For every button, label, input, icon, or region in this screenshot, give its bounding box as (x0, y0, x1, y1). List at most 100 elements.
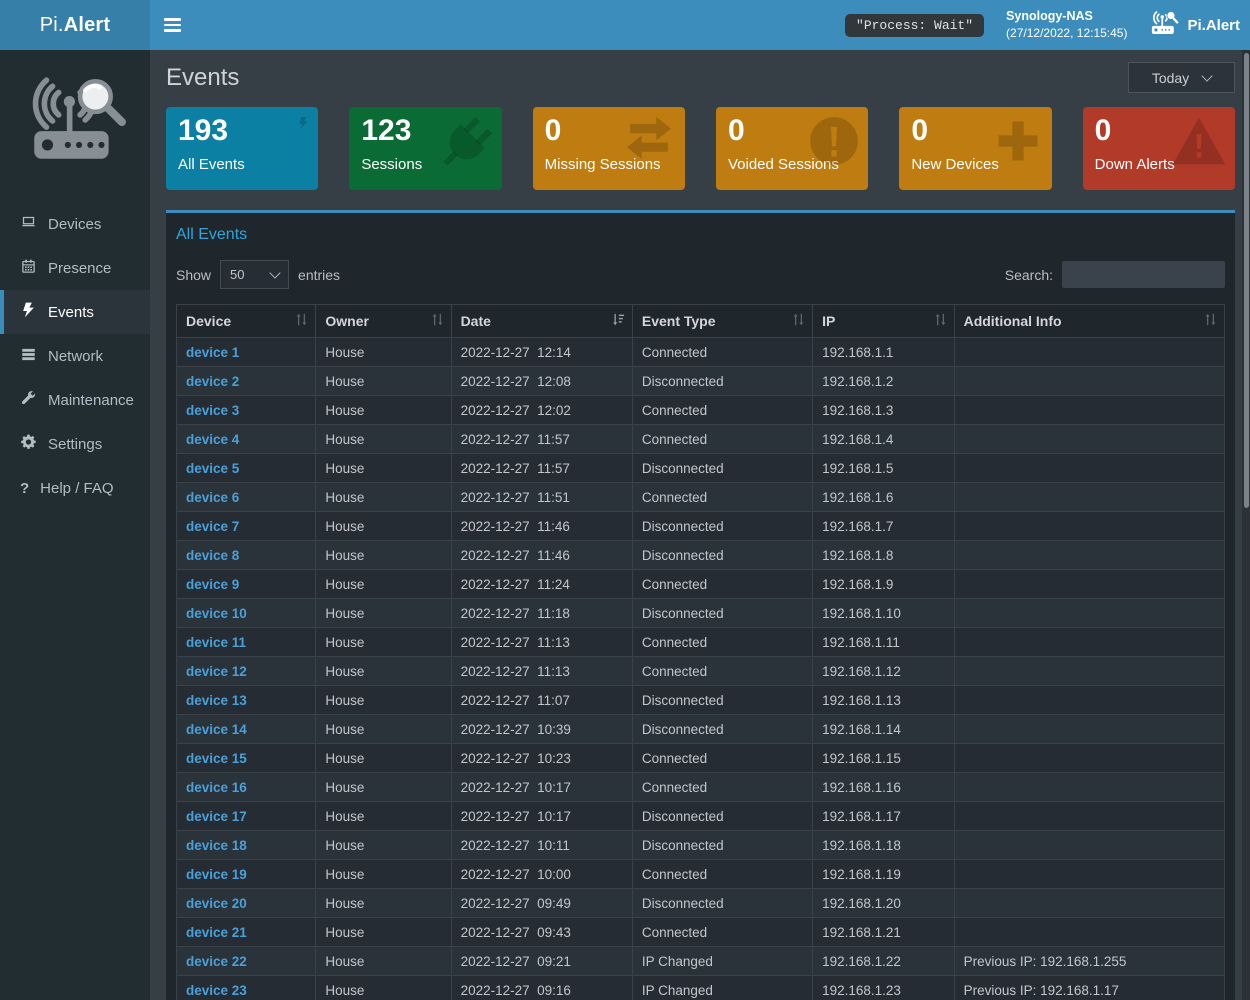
device-link[interactable]: device 2 (186, 373, 240, 389)
column-header-additional-info[interactable]: Additional Info (953, 304, 1226, 338)
cell-ip: 192.168.1.13 (812, 685, 955, 715)
device-link[interactable]: device 15 (186, 750, 247, 766)
laptop-icon (20, 215, 37, 234)
device-menu[interactable]: Pi.Alert (1149, 9, 1240, 42)
sidebar-item-settings[interactable]: Settings (0, 422, 150, 466)
cell-ip: 192.168.1.10 (812, 598, 955, 628)
cell-date: 2022-12-27 10:17 (450, 801, 633, 831)
cell-owner: House (315, 366, 452, 396)
table-row: device 2 House 2022-12-27 12:08 Disconnecte… (175, 366, 1226, 396)
stat-card-missing-sessions[interactable]: 0 Missing Sessions (532, 107, 685, 190)
table-row: device 14 House 2022-12-27 10:39 Disconnect… (175, 714, 1226, 744)
page-scrollbar (1242, 50, 1250, 1000)
events-table: Device Owner Date Event Type IP Additional In… (175, 304, 1226, 1000)
cell-date: 2022-12-27 10:17 (450, 772, 633, 802)
device-link[interactable]: device 7 (186, 518, 240, 534)
sidebar-item-events[interactable]: Events (0, 290, 150, 334)
period-select[interactable]: Today (1128, 62, 1235, 93)
sort-icon (431, 313, 444, 329)
column-header-event-type[interactable]: Event Type (631, 304, 814, 338)
app-logo[interactable]: Pi. Alert (0, 0, 150, 50)
device-link[interactable]: device 5 (186, 460, 240, 476)
cell-additional-info (953, 685, 1226, 715)
device-link[interactable]: device 12 (186, 663, 247, 679)
events-panel: All Events Show 50 entries Search: Devic… (166, 210, 1235, 1000)
plus-icon (992, 115, 1044, 172)
sort-icon (295, 313, 308, 329)
device-link[interactable]: device 23 (186, 982, 247, 998)
page-length-select[interactable]: 50 (220, 260, 290, 289)
device-link[interactable]: device 4 (186, 431, 240, 447)
cell-ip: 192.168.1.3 (812, 395, 955, 425)
cell-ip: 192.168.1.16 (812, 772, 955, 802)
sort-icon (1204, 313, 1217, 329)
cell-date: 2022-12-27 11:51 (450, 482, 633, 512)
search-input[interactable] (1062, 261, 1225, 288)
cell-additional-info (953, 569, 1226, 599)
cell-date: 2022-12-27 11:24 (450, 569, 633, 599)
cell-event-type: Disconnected (631, 453, 814, 483)
cell-device: device 5 (175, 453, 317, 483)
sidebar-item-maintenance[interactable]: Maintenance (0, 378, 150, 422)
brand-prefix: Pi. (39, 13, 64, 36)
stat-card-new-devices[interactable]: 0 New Devices (899, 107, 1052, 190)
sidebar-item-label: Devices (48, 215, 102, 233)
device-link[interactable]: device 11 (186, 634, 247, 650)
cell-additional-info (953, 540, 1226, 570)
sidebar-item-help-faq[interactable]: ? Help / FAQ (0, 466, 150, 510)
cell-date: 2022-12-27 11:57 (450, 453, 633, 483)
search-label: Search: (1004, 266, 1053, 283)
cell-owner: House (315, 482, 452, 512)
column-header-owner[interactable]: Owner (315, 304, 452, 338)
stat-card-sessions[interactable]: 123 Sessions (349, 107, 502, 190)
period-value: Today (1151, 69, 1190, 86)
column-header-device[interactable]: Device (175, 304, 317, 338)
device-link[interactable]: device 13 (186, 692, 247, 708)
sidebar-toggle-icon[interactable] (150, 0, 195, 50)
column-header-date[interactable]: Date (450, 304, 633, 338)
device-link[interactable]: device 9 (186, 576, 240, 592)
process-status-badge: "Process: Wait" (845, 13, 985, 37)
device-link[interactable]: device 6 (186, 489, 240, 505)
device-link[interactable]: device 10 (186, 605, 247, 621)
cell-date: 2022-12-27 11:18 (450, 598, 633, 628)
device-link[interactable]: device 8 (186, 547, 240, 563)
cell-owner: House (315, 685, 452, 715)
cell-event-type: Connected (631, 627, 814, 657)
cell-owner: House (315, 511, 452, 541)
sidebar-item-presence[interactable]: Presence (0, 246, 150, 290)
stat-card-down-alerts[interactable]: 0 Down Alerts (1082, 107, 1235, 190)
cell-device: device 17 (175, 801, 317, 831)
sidebar-item-devices[interactable]: Devices (0, 202, 150, 246)
stat-card-all-events[interactable]: 193 All Events (166, 107, 319, 190)
panel-title: All Events (176, 226, 248, 243)
column-header-ip[interactable]: IP (812, 304, 955, 338)
stat-cards: 193 All Events 123 Sessions 0 Missing Session… (166, 107, 1235, 190)
cell-additional-info (953, 772, 1226, 802)
device-link[interactable]: device 16 (186, 779, 247, 795)
device-link[interactable]: device 17 (186, 808, 247, 824)
cell-event-type: Connected (631, 917, 814, 947)
device-link[interactable]: device 18 (186, 837, 247, 853)
device-link[interactable]: device 14 (186, 721, 247, 737)
cell-device: device 15 (175, 743, 317, 773)
cell-additional-info: Previous IP: 192.168.1.255 (953, 946, 1226, 976)
cell-owner: House (315, 424, 452, 454)
cell-date: 2022-12-27 12:08 (450, 366, 633, 396)
scrollbar-thumb[interactable] (1243, 53, 1249, 508)
cell-event-type: IP Changed (631, 946, 814, 976)
table-row: device 10 House 2022-12-27 11:18 Disconnect… (175, 598, 1226, 628)
device-link[interactable]: device 1 (186, 344, 240, 360)
device-link[interactable]: device 22 (186, 953, 247, 969)
cell-additional-info (953, 801, 1226, 831)
device-link[interactable]: device 3 (186, 402, 240, 418)
device-link[interactable]: device 20 (186, 895, 247, 911)
table-row: device 9 House 2022-12-27 11:24 Connected 19… (175, 569, 1226, 599)
device-link[interactable]: device 21 (186, 924, 247, 940)
device-link[interactable]: device 19 (186, 866, 247, 882)
table-row: device 7 House 2022-12-27 11:46 Disconnecte… (175, 511, 1226, 541)
stat-card-voided-sessions[interactable]: 0 Voided Sessions (715, 107, 869, 190)
cell-device: device 18 (175, 830, 317, 860)
sidebar-item-network[interactable]: Network (0, 334, 150, 378)
cell-device: device 14 (175, 714, 317, 744)
